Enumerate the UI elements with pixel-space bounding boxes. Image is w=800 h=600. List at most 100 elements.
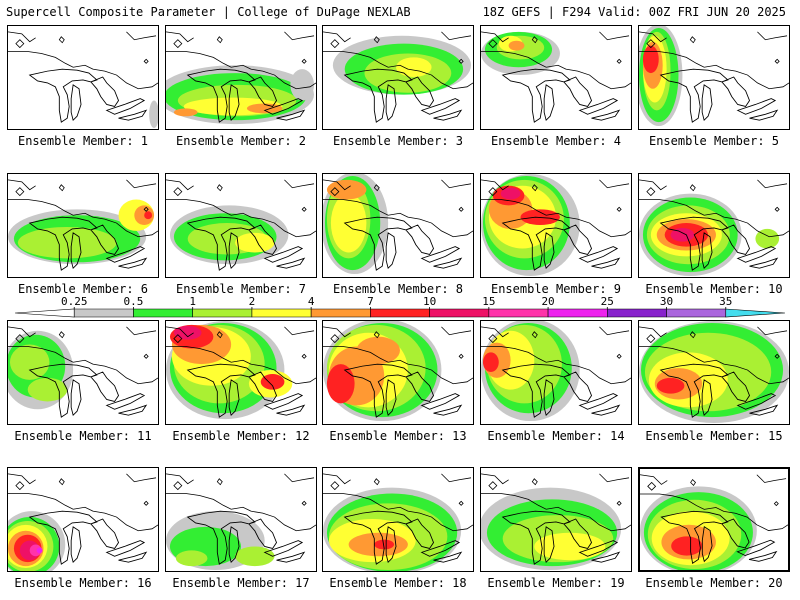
scp-contour-10 — [500, 187, 521, 200]
scp-contour-7 — [671, 536, 703, 556]
ensemble-member-1-map — [7, 25, 159, 130]
scp-contour-7 — [374, 539, 395, 550]
us-canada-border — [639, 346, 789, 385]
great-lakes-outline — [659, 68, 779, 123]
ensemble-member-label: Ensemble Member: 2 — [175, 134, 307, 148]
coastline — [639, 326, 788, 338]
ensemble-member-label: Ensemble Member: 7 — [175, 282, 307, 296]
map-islands — [15, 478, 149, 506]
ensemble-member-8-map — [322, 173, 474, 278]
great-lakes-outline — [186, 363, 306, 418]
scp-field-map — [166, 321, 316, 420]
scp-contour-1 — [9, 344, 50, 380]
map-islands — [330, 478, 464, 506]
map-islands — [173, 36, 307, 64]
map-islands — [330, 36, 464, 64]
colorbar-segment — [429, 308, 490, 318]
great-lakes-outline — [28, 68, 148, 123]
scp-field-map — [639, 26, 789, 127]
coastline — [166, 179, 315, 191]
scp-contour-2 — [235, 232, 275, 253]
scp-contour-4 — [356, 336, 400, 365]
scp-contour-4 — [173, 108, 198, 117]
coastline — [481, 326, 630, 338]
ensemble-member-4-map — [480, 25, 632, 130]
map-islands — [15, 184, 149, 212]
map-islands — [488, 478, 622, 506]
scp-field-map — [323, 473, 473, 571]
scp-contour-4 — [246, 103, 283, 114]
ensemble-member-label: Ensemble Member: 6 — [17, 282, 149, 296]
ensemble-member-16-map — [7, 467, 159, 572]
colorbar-tick-label: 7 — [367, 295, 374, 308]
scp-field-map — [166, 473, 316, 571]
us-canada-border — [481, 493, 631, 532]
us-canada-border — [323, 493, 473, 532]
us-canada-border — [481, 51, 631, 90]
scp-contour-15 — [29, 544, 42, 557]
us-canada-border — [8, 346, 158, 385]
colorbar-segment — [14, 308, 75, 318]
ensemble-member-19-map — [480, 467, 632, 572]
ensemble-member-15-map — [638, 320, 790, 425]
coastline — [323, 326, 472, 338]
us-canada-border — [8, 493, 158, 532]
coastline — [481, 179, 630, 191]
ensemble-member-label: Ensemble Member: 14 — [487, 429, 625, 443]
ensemble-member-label: Ensemble Member: 20 — [645, 576, 783, 590]
colorbar-tick-label: 25 — [601, 295, 614, 308]
colorbar-segment — [725, 308, 786, 318]
map-islands — [173, 184, 307, 212]
scp-contour-2 — [396, 57, 432, 78]
us-canada-border — [8, 199, 158, 238]
us-canada-border — [323, 199, 473, 238]
scp-field-map — [481, 321, 631, 422]
colorbar-segment — [310, 308, 371, 318]
ensemble-member-label: Ensemble Member: 9 — [490, 282, 622, 296]
colorbar-segment — [488, 308, 549, 318]
ensemble-member-label: Ensemble Member: 13 — [329, 429, 467, 443]
coastline — [166, 31, 315, 43]
great-lakes-outline — [343, 68, 463, 123]
scp-contour-4 — [326, 179, 367, 200]
ensemble-member-7-map — [165, 173, 317, 278]
ensemble-member-label: Ensemble Member: 5 — [648, 134, 780, 148]
ensemble-member-9-map — [480, 173, 632, 278]
great-lakes-outline — [501, 216, 621, 271]
scp-field-map — [639, 179, 789, 277]
great-lakes-outline — [186, 510, 306, 565]
colorbar-segment — [547, 308, 608, 318]
great-lakes-outline — [501, 68, 621, 123]
ensemble-member-label: Ensemble Member: 11 — [14, 429, 152, 443]
colorbar-segment — [607, 308, 667, 318]
scp-field-map — [481, 174, 631, 277]
ensemble-member-11-map — [7, 320, 159, 425]
us-canada-border — [166, 199, 316, 238]
colorbar-tick-label: 4 — [308, 295, 315, 308]
scp-contour-1 — [235, 546, 275, 567]
scp-contour-10 — [173, 325, 202, 340]
scp-field-map — [166, 31, 316, 125]
coastline — [166, 473, 315, 485]
scp-field-map — [8, 326, 158, 418]
us-canada-border — [166, 493, 316, 532]
map-islands — [173, 331, 307, 359]
colorbar-segment — [73, 308, 134, 318]
great-lakes-outline — [186, 68, 306, 123]
ensemble-member-label: Ensemble Member: 4 — [490, 134, 622, 148]
scp-contour-7 — [260, 373, 285, 390]
ensemble-member-20-map — [638, 467, 790, 572]
coastline — [481, 31, 630, 43]
scp-contour-7 — [656, 377, 685, 394]
colorbar-segment — [192, 308, 253, 318]
scp-contour-7 — [326, 364, 355, 404]
colorbar-tick-label: 1 — [189, 295, 196, 308]
ensemble-member-13-map — [322, 320, 474, 425]
coastline — [323, 179, 472, 191]
ensemble-member-2-map — [165, 25, 317, 130]
us-canada-border — [8, 51, 158, 90]
coastline — [639, 179, 788, 191]
scp-contour-10 — [670, 227, 695, 242]
scp-field-map — [481, 473, 631, 571]
scp-field-map — [640, 474, 788, 570]
